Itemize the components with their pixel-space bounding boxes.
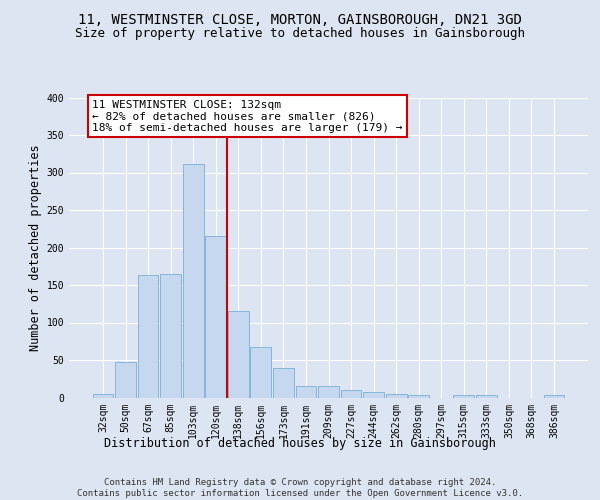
Text: Size of property relative to detached houses in Gainsborough: Size of property relative to detached ho…	[75, 28, 525, 40]
Text: Distribution of detached houses by size in Gainsborough: Distribution of detached houses by size …	[104, 438, 496, 450]
Bar	[160, 274, 181, 398]
Bar	[454, 394, 474, 398]
Bar	[476, 395, 497, 398]
Bar	[296, 386, 316, 398]
Bar	[386, 394, 407, 398]
Bar	[137, 274, 158, 398]
Bar	[115, 362, 136, 398]
Bar	[341, 390, 361, 398]
Bar	[318, 386, 339, 398]
Text: 11 WESTMINSTER CLOSE: 132sqm
← 82% of detached houses are smaller (826)
18% of s: 11 WESTMINSTER CLOSE: 132sqm ← 82% of de…	[92, 100, 403, 133]
Bar	[205, 236, 226, 398]
Bar	[92, 394, 113, 398]
Text: Contains HM Land Registry data © Crown copyright and database right 2024.
Contai: Contains HM Land Registry data © Crown c…	[77, 478, 523, 498]
Y-axis label: Number of detached properties: Number of detached properties	[29, 144, 43, 351]
Bar	[228, 311, 248, 398]
Bar	[544, 394, 565, 398]
Bar	[363, 392, 384, 398]
Bar	[250, 347, 271, 398]
Bar	[183, 164, 203, 398]
Bar	[273, 368, 294, 398]
Bar	[409, 394, 429, 398]
Text: 11, WESTMINSTER CLOSE, MORTON, GAINSBOROUGH, DN21 3GD: 11, WESTMINSTER CLOSE, MORTON, GAINSBORO…	[78, 12, 522, 26]
